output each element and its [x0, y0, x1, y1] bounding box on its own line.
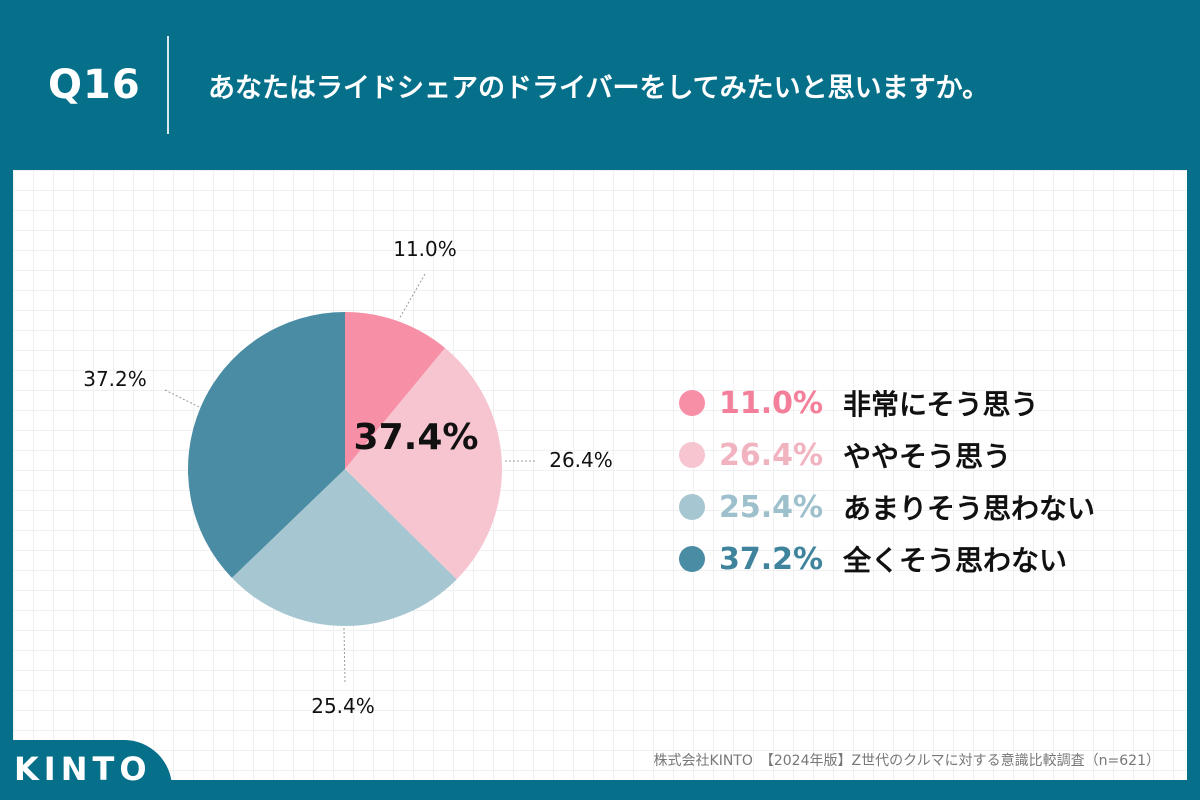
legend-swatch-1	[679, 390, 705, 416]
legend-value-4: 37.2%	[719, 541, 824, 577]
legend-swatch-3	[679, 494, 705, 520]
slice-value-label-4: 37.2%	[83, 367, 147, 391]
legend-item-1: 11.0% 非常にそう思う	[679, 383, 1038, 423]
legend-value-2: 26.4%	[719, 437, 824, 473]
leader-line-4	[164, 389, 199, 408]
center-value-label: 37.4%	[354, 417, 479, 458]
chart-panel: 11.0% 26.4% 25.4% 37.2% 37.4% 11.0% 非常にそう思う 26…	[13, 170, 1187, 780]
legend-item-4: 37.2% 全くそう思わない	[679, 539, 1067, 579]
legend-swatch-2	[679, 442, 705, 468]
legend-value-1: 11.0%	[719, 385, 824, 421]
legend-label-2: ややそう思う	[843, 440, 1012, 473]
legend-value-3: 25.4%	[719, 489, 824, 525]
pie-slice-2	[345, 348, 502, 580]
header-divider	[167, 36, 169, 134]
legend-item-2: 26.4% ややそう思う	[679, 435, 1011, 475]
leader-line-1	[398, 273, 426, 320]
question-text: あなたはライドシェアのドライバーをしてみたいと思いますか。	[208, 73, 990, 104]
slice-value-label-2: 26.4%	[549, 448, 613, 472]
slice-value-label-1: 11.0%	[393, 237, 457, 261]
legend-swatch-4	[679, 546, 705, 572]
legend-item-3: 25.4% あまりそう思わない	[679, 487, 1095, 527]
kinto-logo: KINTO	[14, 750, 152, 788]
legend-label-3: あまりそう思わない	[843, 492, 1096, 525]
header-bar: Q16 あなたはライドシェアのドライバーをしてみたいと思いますか。	[0, 0, 1200, 170]
pie-slice-3	[231, 469, 457, 626]
leader-line-3	[343, 627, 346, 683]
question-number: Q16	[48, 62, 141, 108]
pie-slice-4	[188, 312, 345, 578]
pie-chart: 11.0% 26.4% 25.4% 37.2% 37.4%	[83, 237, 613, 718]
legend-label-4: 全くそう思わない	[843, 544, 1068, 577]
source-note: 株式会社KINTO 【2024年版】Z世代のクルマに対する意識比較調査（n=62…	[653, 753, 1160, 769]
legend-label-1: 非常にそう思う	[843, 388, 1039, 421]
pie-slice-1	[345, 312, 446, 469]
slice-value-label-3: 25.4%	[311, 694, 375, 718]
logo-tab	[0, 740, 172, 800]
